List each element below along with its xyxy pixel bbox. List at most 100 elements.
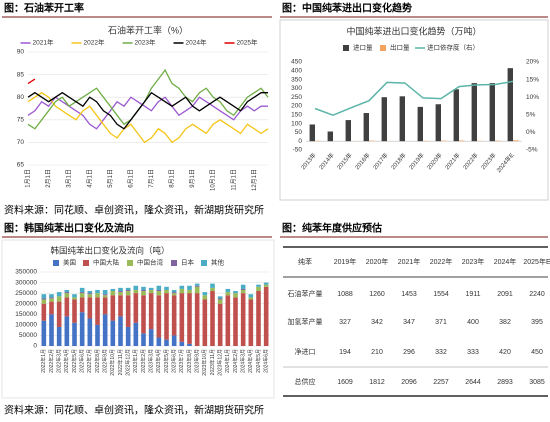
- y-tick-label: 0: [298, 138, 302, 145]
- y-tick-label: 75: [17, 117, 25, 124]
- table-cell: 2257: [433, 379, 449, 386]
- bar-segment: [125, 289, 131, 292]
- bar-segment: [141, 291, 146, 296]
- y-tick-label: 350000: [15, 269, 37, 276]
- y-tick-label: 0%: [526, 129, 536, 136]
- x-tick-label: 8月1日: [169, 169, 176, 188]
- table-header: 纯苯: [298, 257, 312, 266]
- bar-segment: [56, 326, 62, 346]
- bar-segment: [171, 293, 177, 296]
- legend-label: 其他: [211, 258, 225, 267]
- bar-segment: [148, 329, 154, 346]
- chart-title: 中国纯苯进出口变化趋势（万吨）: [346, 25, 481, 36]
- y-tick-label: 80: [17, 94, 25, 101]
- y-tick-label: 150000: [15, 311, 37, 318]
- series-line: [27, 91, 268, 130]
- bar-segment: [49, 298, 54, 302]
- bar-segment: [187, 293, 192, 344]
- table-cell: 210: [371, 349, 383, 356]
- bar: [435, 104, 441, 142]
- x-tick-label: 2024年2月: [232, 349, 239, 373]
- bar-segment: [87, 297, 93, 319]
- series-line: [27, 91, 269, 144]
- bar-segment: [49, 297, 54, 299]
- x-tick-label: 2017年: [371, 151, 390, 171]
- bar-segment: [194, 285, 200, 287]
- bar: [369, 140, 375, 142]
- chart-title: 韩国纯苯出口变化及流向（吨）: [50, 245, 169, 255]
- bar-segment: [79, 293, 85, 298]
- bar-segment: [102, 294, 108, 296]
- bar-segment: [125, 287, 131, 290]
- bar-segment: [79, 297, 85, 313]
- table-cell: 342: [371, 319, 383, 326]
- bar-segment: [263, 284, 269, 287]
- y-tick-label: -50: [293, 147, 303, 154]
- bar-segment: [95, 289, 100, 294]
- bar: [489, 83, 495, 142]
- y-tick-label: 100: [291, 120, 302, 127]
- bar-segment: [171, 335, 177, 346]
- x-tick-label: 2023年9月: [193, 349, 200, 373]
- y-tick-label: 0: [33, 343, 37, 350]
- bar-segment: [240, 289, 246, 294]
- legend-swatch: [171, 260, 177, 266]
- x-tick-label: 2023年4月: [155, 349, 162, 373]
- x-tick-label: 2月1日: [45, 169, 52, 188]
- bar-segment: [202, 292, 208, 296]
- x-tick-label: 2024年1月: [224, 349, 231, 373]
- bar-segment: [210, 283, 215, 288]
- x-tick-label: 2023年7月: [178, 349, 185, 373]
- x-tick-label: 2023年1月: [132, 349, 139, 373]
- y-tick-label: 15%: [526, 76, 539, 83]
- bar-segment: [41, 298, 47, 300]
- bar-segment: [248, 294, 254, 298]
- bar-segment: [102, 289, 108, 295]
- bar-segment: [240, 293, 246, 346]
- bar-segment: [194, 283, 200, 286]
- bar-segment: [72, 322, 77, 346]
- x-tick-label: 10月1日: [210, 169, 217, 191]
- table-cell: 净进口: [295, 347, 316, 356]
- y-tick-label: 150: [291, 112, 302, 119]
- x-tick-label: 2022年4月: [63, 349, 70, 373]
- bar-segment: [156, 337, 162, 346]
- bar-segment: [225, 288, 231, 293]
- bar-segment: [72, 299, 77, 323]
- table-cell: 371: [435, 319, 447, 326]
- x-tick-label: 3月1日: [66, 169, 73, 188]
- bar-segment: [87, 293, 93, 295]
- bar-segment: [118, 291, 123, 293]
- x-tick-label: 2022年7月: [86, 349, 93, 373]
- bar-segment: [64, 297, 70, 317]
- bar-segment: [225, 292, 231, 296]
- bar-segment: [171, 295, 177, 336]
- bar: [507, 68, 513, 142]
- bar-segment: [233, 293, 238, 298]
- bar-segment: [233, 297, 238, 346]
- bar-segment: [164, 286, 169, 290]
- x-tick-label: 2020年: [425, 151, 444, 171]
- bar-segment: [95, 297, 100, 325]
- series-line: [27, 96, 268, 130]
- bar: [513, 140, 519, 142]
- bar: [441, 140, 447, 142]
- bar-segment: [102, 297, 108, 315]
- y-tick-label: 5%: [526, 112, 536, 119]
- bar-segment: [49, 294, 54, 298]
- legend-label: 中国大陆: [93, 258, 120, 267]
- table-cell: 450: [531, 349, 543, 356]
- x-tick-label: 2022年9月: [101, 349, 108, 373]
- x-tick-label: 7月1日: [148, 169, 155, 188]
- table-cell: 1609: [337, 379, 353, 386]
- bar-segment: [194, 286, 200, 294]
- bar-segment: [102, 314, 108, 346]
- table-cell: 1812: [369, 379, 385, 386]
- x-tick-label: 2021年: [443, 151, 462, 171]
- x-tick-label: 2023年2月: [140, 349, 147, 373]
- bar-segment: [187, 343, 192, 346]
- bar-segment: [95, 324, 100, 346]
- legend-label: 日本: [181, 258, 195, 267]
- y-tick-label: 20%: [526, 59, 539, 66]
- legend-swatch: [201, 260, 207, 266]
